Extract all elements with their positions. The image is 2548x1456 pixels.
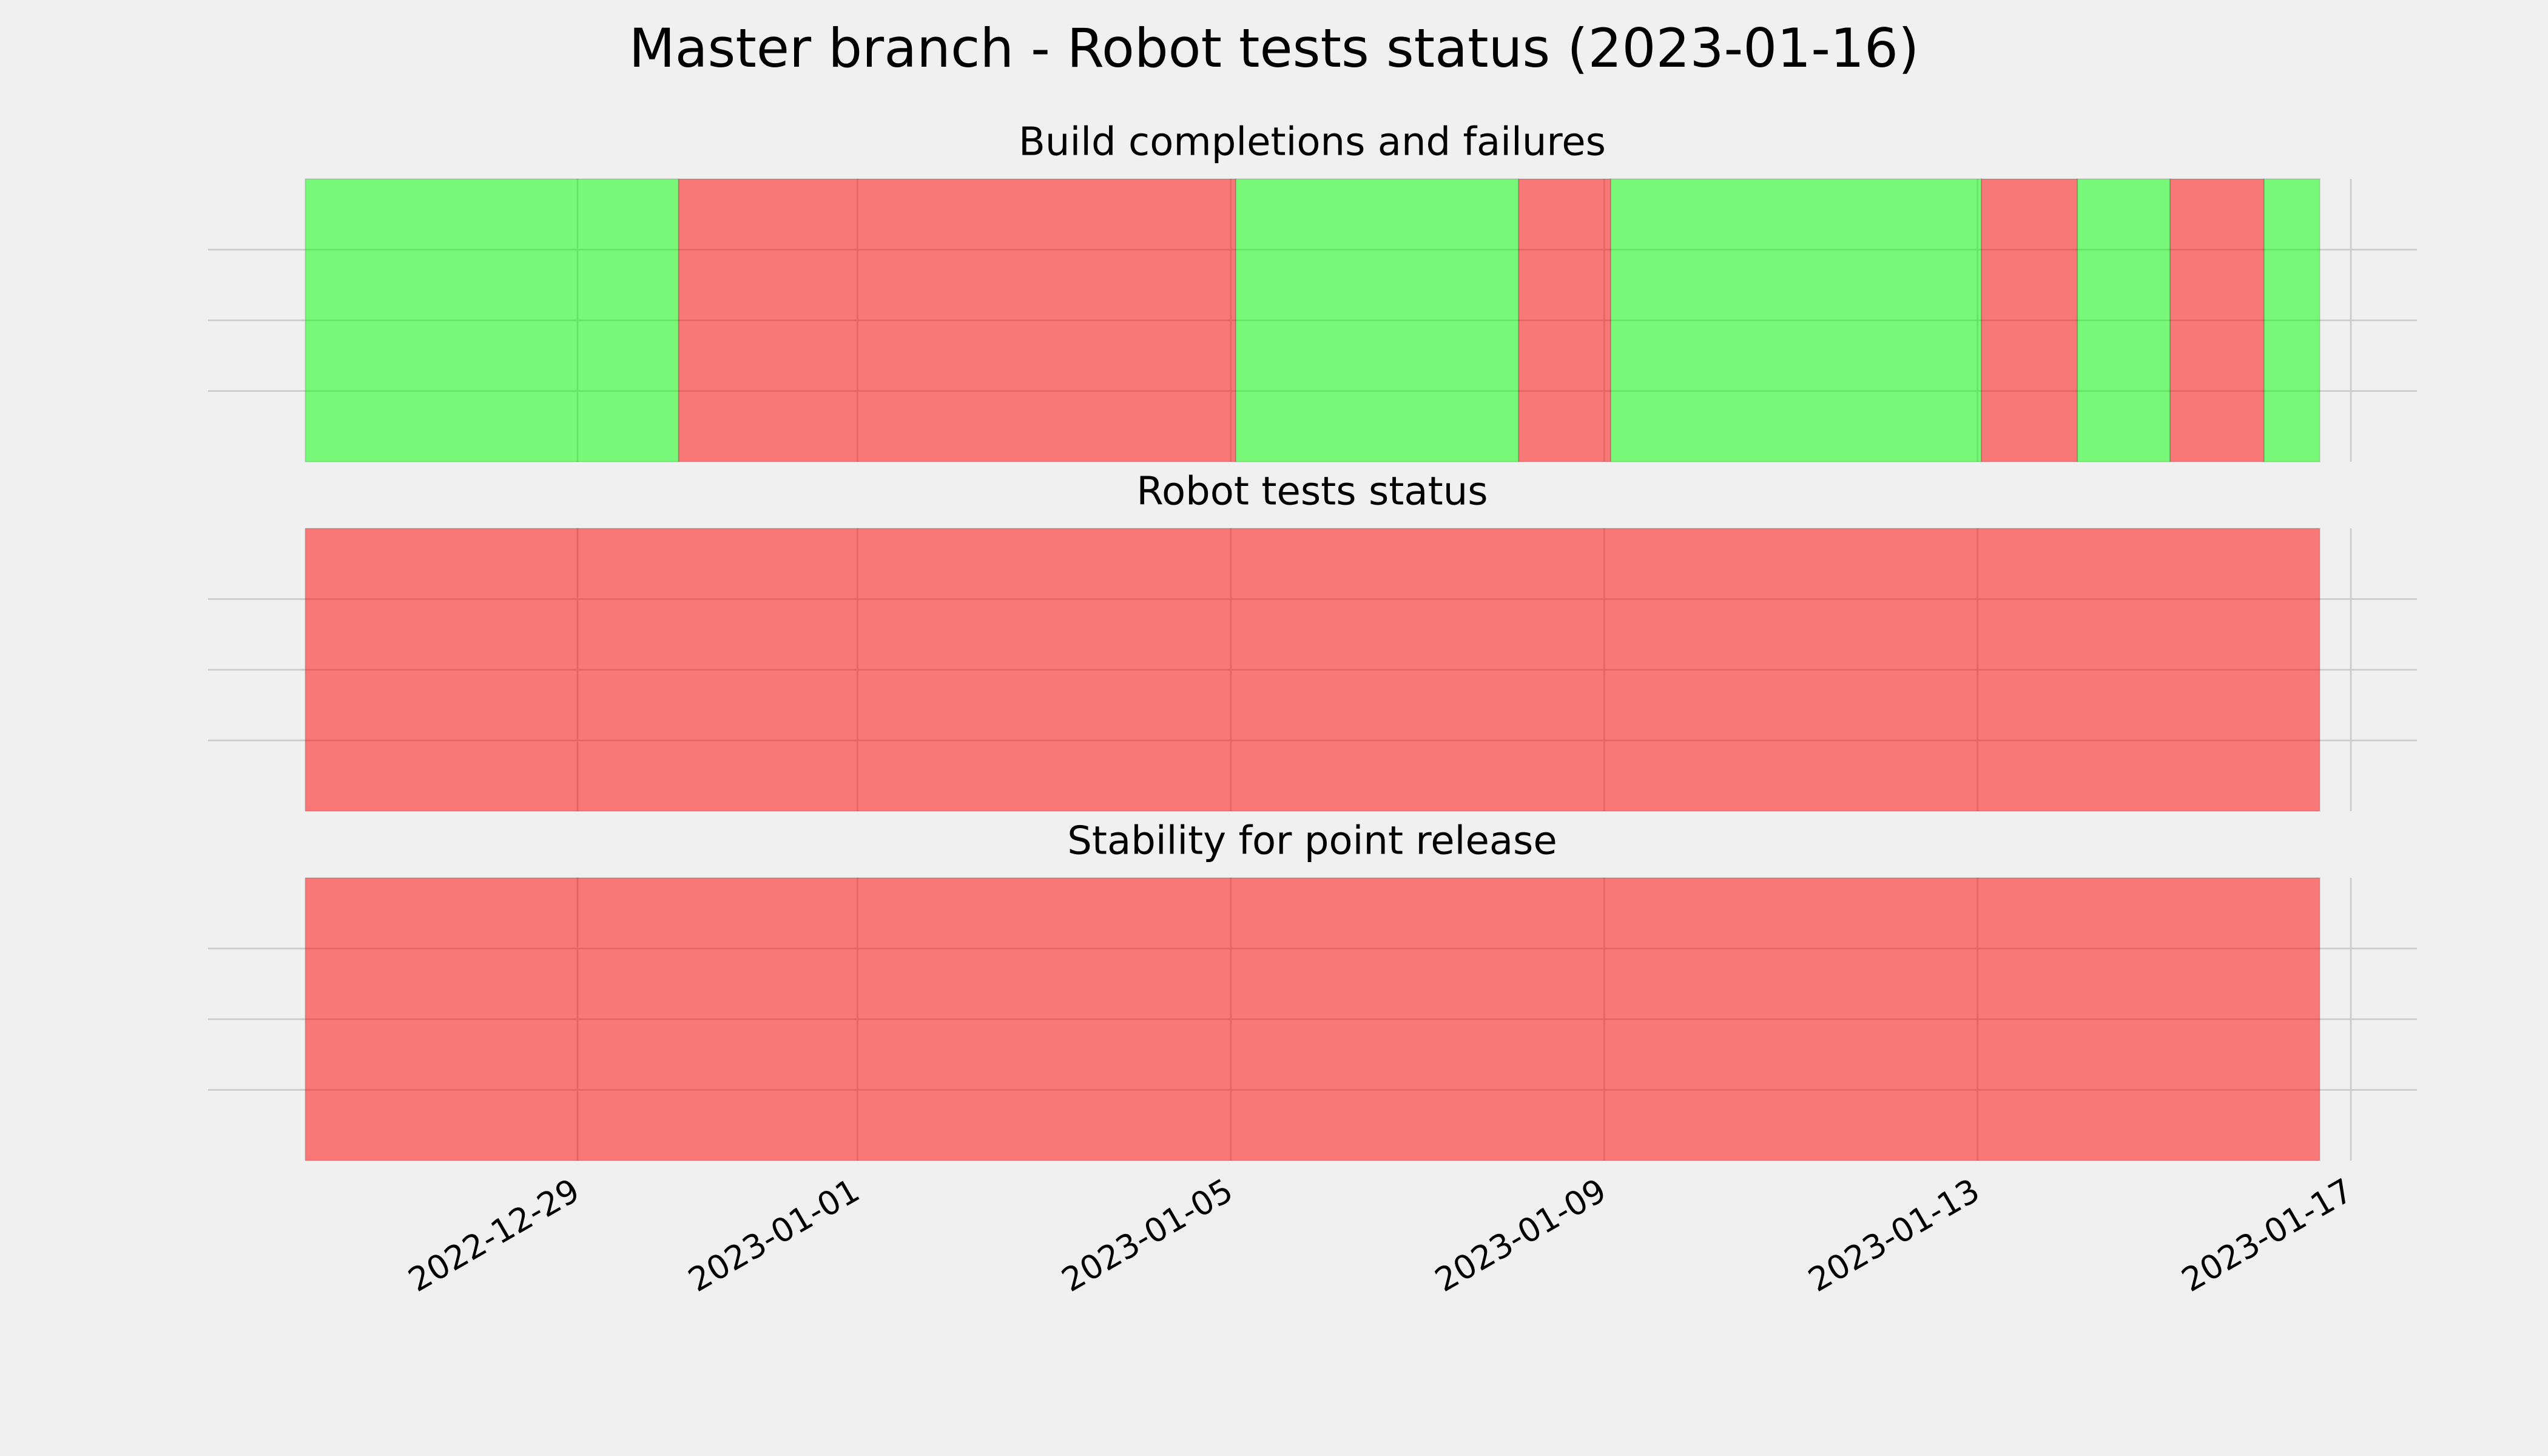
status-span [305, 178, 679, 462]
panel-title: Stability for point release [1067, 819, 1557, 864]
status-span [678, 178, 1236, 462]
panel-title: Build completions and failures [1019, 120, 1606, 165]
status-span [2263, 178, 2320, 462]
status-span [1981, 178, 2078, 462]
status-span [305, 528, 2320, 812]
status-span [1235, 178, 1520, 462]
status-span [1609, 178, 1983, 462]
status-span [1518, 178, 1611, 462]
chart-title: Master branch - Robot tests status (2023… [629, 17, 1919, 79]
status-span [2169, 178, 2265, 462]
panel-title: Robot tests status [1136, 470, 1488, 514]
status-span [305, 877, 2320, 1161]
status-span [2077, 178, 2171, 462]
